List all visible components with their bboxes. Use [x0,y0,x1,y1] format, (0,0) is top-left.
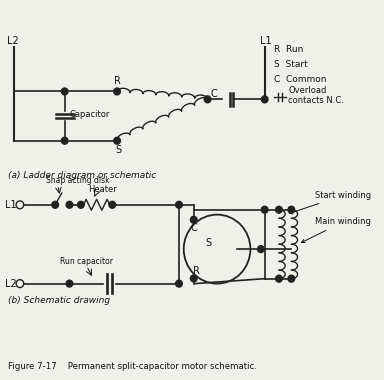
Text: C  Common: C Common [274,74,327,84]
Circle shape [262,206,268,213]
Text: (a) Ladder diagram or schematic: (a) Ladder diagram or schematic [8,171,156,180]
Circle shape [276,275,282,282]
Circle shape [114,137,121,144]
Circle shape [288,275,295,282]
Text: C: C [190,223,197,233]
Circle shape [78,201,84,208]
Text: Snap acting disk: Snap acting disk [46,176,109,185]
Text: L1: L1 [260,36,271,46]
Circle shape [114,88,121,95]
Text: Capacitor: Capacitor [70,110,110,119]
Circle shape [204,96,211,103]
Text: L2: L2 [5,279,17,288]
Circle shape [190,275,197,282]
Text: C: C [210,89,217,100]
Text: Overload: Overload [288,86,327,95]
Text: L2: L2 [7,36,18,46]
Circle shape [66,201,73,208]
Text: R: R [114,76,121,86]
Circle shape [66,280,73,287]
Circle shape [61,88,68,95]
Circle shape [52,201,58,208]
Text: Figure 7-17    Permanent split-capacitor motor schematic.: Figure 7-17 Permanent split-capacitor mo… [8,363,257,371]
Circle shape [109,201,116,208]
Text: Heater: Heater [88,185,117,194]
Circle shape [190,216,197,223]
Text: L1: L1 [5,200,16,210]
Text: (b) Schematic drawing: (b) Schematic drawing [8,296,110,305]
Text: Run capacitor: Run capacitor [60,257,113,266]
Text: R: R [193,266,200,276]
Circle shape [61,137,68,144]
Text: Main winding: Main winding [301,217,371,242]
Circle shape [175,201,182,208]
Text: S: S [206,238,212,248]
Text: Start winding: Start winding [289,191,371,214]
Circle shape [288,206,295,213]
Text: contacts N.C.: contacts N.C. [288,96,344,105]
Circle shape [258,246,264,253]
Circle shape [276,206,282,213]
Circle shape [175,280,182,287]
Text: S: S [115,144,121,155]
Circle shape [262,96,268,103]
Text: S  Start: S Start [274,60,308,69]
Text: R  Run: R Run [274,45,304,54]
